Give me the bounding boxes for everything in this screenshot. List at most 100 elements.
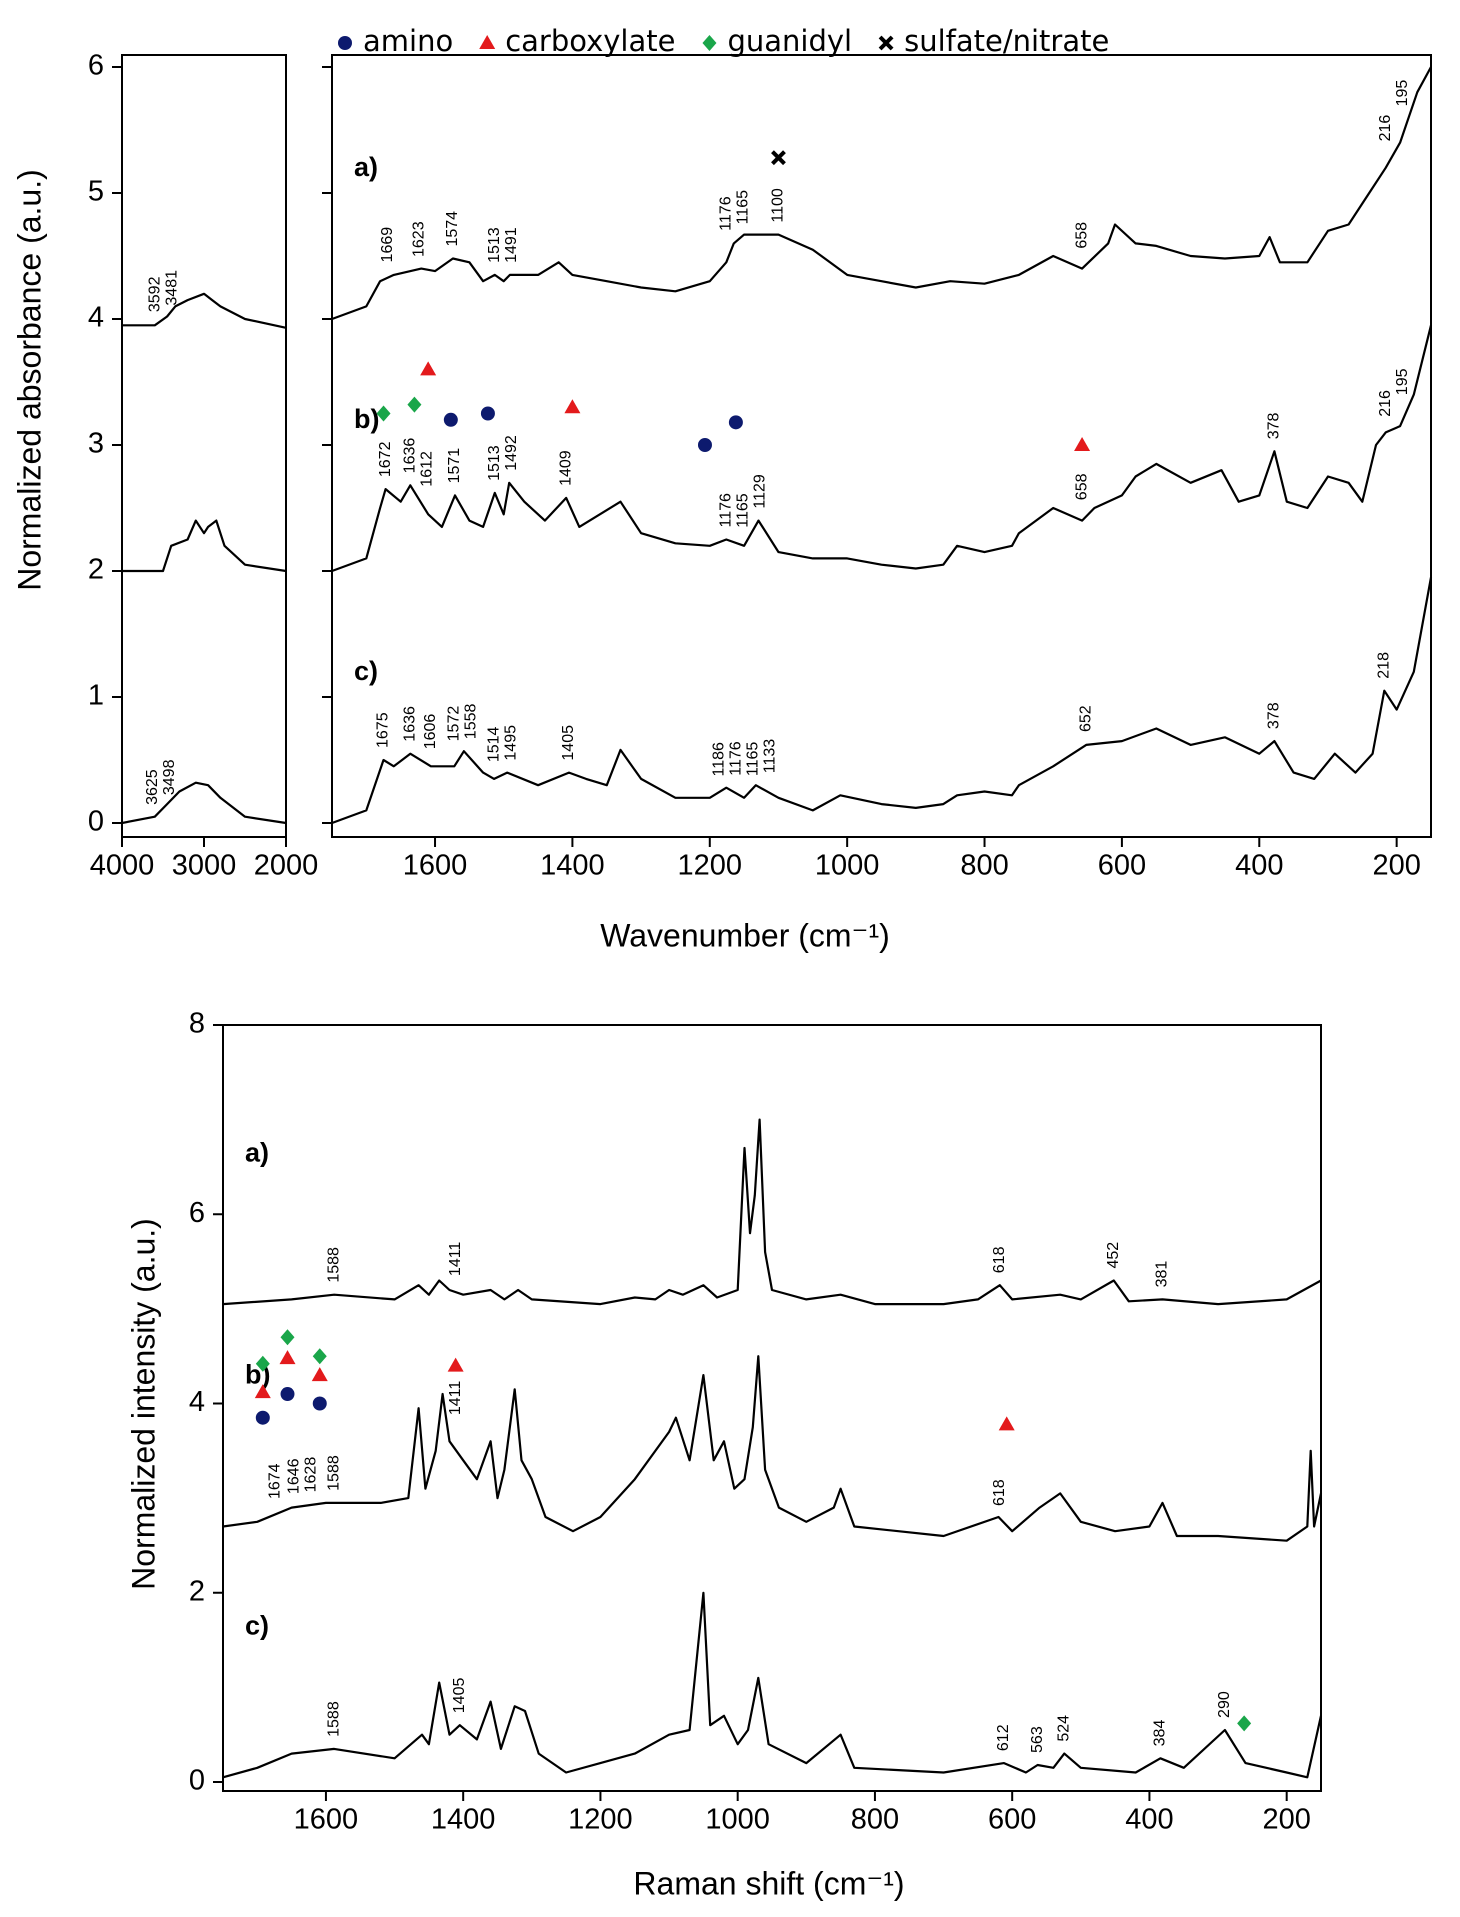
- peak-label: 195: [1394, 80, 1411, 107]
- peak-label: 1588: [325, 1247, 342, 1283]
- peak-label: 1571: [446, 448, 463, 484]
- peak-label: 290: [1216, 1691, 1233, 1718]
- spectrum-line: [331, 66, 1432, 321]
- peak-label: 1409: [557, 450, 574, 486]
- x-axis-title: Raman shift (cm⁻¹): [633, 1865, 904, 1901]
- x-tick-label: 800: [960, 850, 1008, 882]
- peak-label: 1513: [486, 227, 503, 263]
- y-tick-label: 1: [88, 680, 104, 712]
- legend-label: amino: [363, 24, 453, 58]
- peak-label: 1165: [734, 190, 751, 225]
- series-label: c): [354, 656, 378, 686]
- peak-label: 1588: [325, 1701, 342, 1737]
- series-label: c): [245, 1610, 269, 1640]
- plot-frame: [222, 1024, 1322, 1792]
- peak-label: 1606: [422, 714, 439, 750]
- peak-label: 1672: [377, 441, 394, 477]
- peak-label: 1186: [711, 742, 728, 777]
- spectrum-line: [122, 292, 287, 329]
- band-marker: [255, 1410, 270, 1425]
- x-tick-label: 1000: [705, 1804, 770, 1836]
- peak-label: 378: [1266, 413, 1283, 440]
- band-marker: [254, 1384, 271, 1399]
- peak-label: 1514: [485, 726, 502, 762]
- peak-label: 1513: [486, 445, 503, 481]
- band-marker: [420, 361, 437, 376]
- peak-label: 381: [1154, 1261, 1171, 1288]
- peak-label: 618: [991, 1246, 1008, 1273]
- x-tick-label: 200: [1262, 1804, 1310, 1836]
- peak-label: 1411: [447, 1381, 464, 1416]
- band-marker: [1074, 437, 1091, 451]
- peak-label: 1628: [303, 1457, 320, 1493]
- peak-label: 1100: [770, 188, 787, 223]
- legend-symbol: [338, 36, 352, 50]
- x-tick-label: 600: [1098, 850, 1146, 882]
- y-tick-label: 4: [189, 1386, 205, 1418]
- y-tick-label: 6: [88, 50, 104, 82]
- x-tick-label: 1400: [431, 1804, 496, 1836]
- peak-label: 1411: [447, 1242, 464, 1277]
- peak-label: 1574: [444, 211, 461, 247]
- x-tick-label: 1400: [540, 850, 605, 882]
- x-axis-title: Wavenumber (cm⁻¹): [600, 917, 890, 953]
- legend-symbol: [702, 35, 717, 51]
- legend-label: guanidyl: [727, 24, 852, 58]
- x-tick-label: 1600: [403, 850, 468, 882]
- peak-label: 1495: [502, 725, 519, 761]
- peak-label: 1165: [745, 742, 762, 777]
- peak-label: 1491: [503, 227, 520, 263]
- peak-label: 3498: [161, 759, 178, 795]
- band-marker: [280, 1329, 295, 1346]
- x-tick-label: 600: [988, 1804, 1036, 1836]
- band-marker: [312, 1348, 327, 1365]
- peak-label: 1572: [445, 706, 462, 742]
- spectrum-line: [331, 325, 1433, 573]
- series-label: a): [354, 152, 378, 182]
- peak-label: 1165: [734, 493, 751, 528]
- band-marker: [728, 415, 743, 430]
- x-tick-label: 400: [1235, 850, 1283, 882]
- legend-label: sulfate/nitrate: [904, 24, 1109, 58]
- peak-label: 218: [1376, 652, 1393, 679]
- y-axis-title: Normalized intensity (a.u.): [125, 1218, 161, 1590]
- peak-label: 1674: [266, 1463, 283, 1499]
- peak-label: 1623: [410, 221, 427, 257]
- spectrum-line: [222, 1118, 1322, 1306]
- band-marker: [279, 1350, 296, 1365]
- peak-label: 1405: [451, 1678, 468, 1714]
- peak-label: 1129: [751, 474, 768, 509]
- y-tick-label: 0: [88, 806, 104, 838]
- y-tick-label: 2: [88, 554, 104, 586]
- peak-label: 524: [1056, 1715, 1073, 1742]
- peak-label: 1176: [717, 493, 734, 528]
- x-tick-label: 1600: [294, 1804, 359, 1836]
- peak-label: 1492: [503, 435, 520, 471]
- x-tick-label: 800: [851, 1804, 899, 1836]
- peak-label: 3592: [147, 276, 164, 312]
- peak-label: 1636: [402, 438, 419, 474]
- peak-label: 1176: [717, 196, 734, 231]
- y-tick-label: 0: [189, 1765, 205, 1797]
- legend-symbol: [878, 35, 894, 51]
- x-tick-label: 1000: [815, 850, 880, 882]
- x-tick-label: 2000: [254, 850, 319, 882]
- peak-label: 1646: [286, 1458, 303, 1494]
- band-marker: [564, 399, 581, 414]
- x-tick-label: 4000: [90, 850, 155, 882]
- x-tick-label: 1200: [568, 1804, 633, 1836]
- band-marker: [443, 412, 458, 427]
- peak-label: 216: [1377, 115, 1394, 142]
- peak-label: 3481: [164, 270, 181, 306]
- x-tick-label: 400: [1125, 1804, 1173, 1836]
- peak-label: 195: [1394, 368, 1411, 395]
- band-marker: [255, 1355, 270, 1372]
- y-tick-label: 4: [88, 302, 104, 334]
- y-tick-label: 8: [189, 1008, 205, 1040]
- peak-label: 3625: [144, 769, 161, 805]
- band-marker: [311, 1367, 328, 1382]
- y-tick-label: 5: [88, 176, 104, 208]
- spectrum-line: [222, 1355, 1323, 1542]
- y-tick-label: 2: [189, 1575, 205, 1607]
- peak-label: 452: [1105, 1242, 1122, 1269]
